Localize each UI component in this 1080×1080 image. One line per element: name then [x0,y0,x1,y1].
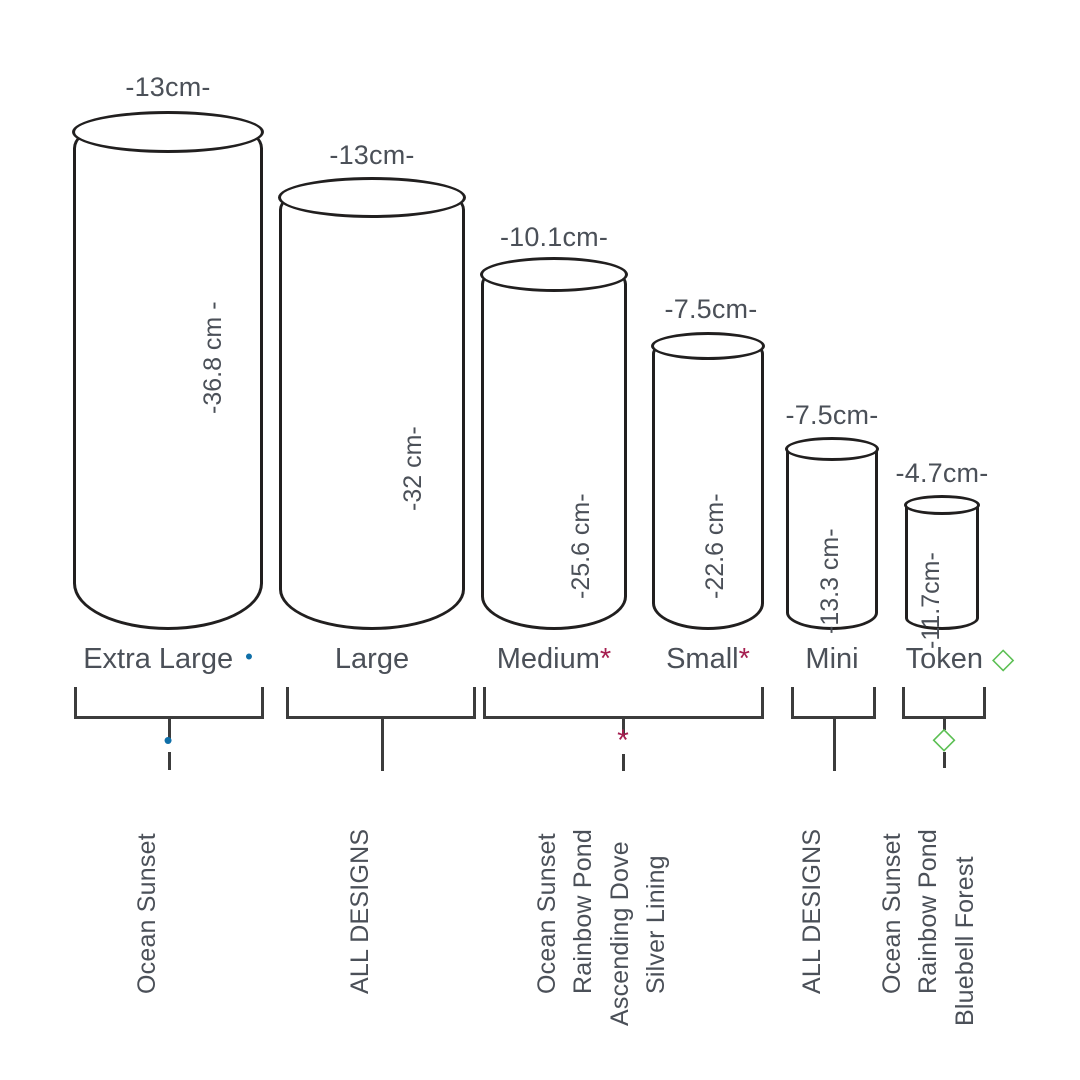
design-name-token-rainbow-pond: Rainbow Pond [914,828,942,994]
group-bracket-medium-small [483,687,764,719]
design-name-token-bluebell-forest: Bluebell Forest [951,856,979,1026]
diameter-label-mini: -7.5cm- [785,400,879,430]
height-label-large: -32 cm- [399,426,427,511]
size-name-label: Mini [805,643,859,675]
group-stem-extra-large [168,719,171,740]
cylinder-lid [480,257,628,292]
group-bracket-token [902,687,986,719]
size-name-label: Small [666,643,739,675]
group-bracket-mini [791,687,876,719]
height-label-medium: -25.6 cm- [567,493,595,599]
design-name-med-ascending-dove: Ascending Dove [606,841,634,1026]
cylinder-extra-large [72,111,264,630]
design-name-token-ocean-sunset: Ocean Sunset [878,833,906,994]
cylinder-body [786,438,878,630]
design-name-med-ocean-sunset: Ocean Sunset [533,833,561,994]
group-bracket-large [286,687,476,719]
cylinder-mini [785,437,879,630]
size-name-label: Token [905,643,984,675]
group-stem-mini [833,719,836,771]
group-stem-medium-small-lower [622,754,625,771]
cylinder-body [481,258,627,630]
cylinder-lid [651,332,765,360]
cylinder-small [651,332,765,630]
diameter-label-token: -4.7cm- [895,458,989,488]
size-name-large: Large [279,643,465,676]
design-name-med-silver-lining: Silver Lining [642,855,670,994]
diameter-label-large: -13cm- [329,140,415,170]
size-marker-asterisk-icon: * [599,643,612,675]
group-marker-asterisk-icon: * [617,724,629,757]
cylinder-large [278,177,466,630]
size-marker-dot-icon: • [245,644,253,669]
group-stem-token-lower [943,752,946,768]
height-label-small: -22.6 cm- [701,493,729,599]
group-marker-dot-icon: • [163,725,173,755]
cylinder-lid [72,111,264,153]
size-name-label: Large [334,643,410,675]
size-marker-asterisk-icon: * [738,643,750,675]
diameter-label-small: -7.5cm- [664,294,758,324]
group-marker-diamond-icon: ◇ [932,722,956,755]
cylinder-lid [785,437,879,461]
cylinder-body [905,496,979,630]
height-label-extra-large: -36.8 cm - [199,301,227,414]
cylinder-body [279,178,465,630]
size-name-extra-large: Extra Large • [62,643,274,676]
size-name-mini: Mini [784,643,880,676]
height-label-mini: -13.3 cm- [816,528,844,634]
size-name-small: Small* [648,643,768,676]
size-name-medium: Medium* [478,643,630,676]
size-name-label: Medium [496,643,600,675]
cylinder-lid [278,177,466,218]
cylinder-body [652,333,764,630]
size-marker-diamond-icon: ◇ [992,643,1015,675]
group-stem-medium-small [622,719,625,736]
cylinder-body [73,112,263,630]
group-stem-extra-large-lower [168,752,171,770]
design-name-med-rainbow-pond: Rainbow Pond [569,828,597,994]
diameter-label-medium: -10.1cm- [499,222,609,252]
cylinder-medium [480,257,628,630]
height-label-token: -11.7cm- [917,552,945,649]
design-name-large-all-designs: ALL DESIGNS [346,828,374,994]
diameter-label-extra-large: -13cm- [125,72,211,102]
size-name-label: Extra Large [83,643,234,675]
design-name-xl-ocean-sunset: Ocean Sunset [133,833,161,994]
group-bracket-extra-large [74,687,264,719]
size-name-token: Token ◇ [894,643,1026,676]
design-name-mini-all-designs: ALL DESIGNS [798,828,826,994]
group-stem-token [943,719,946,730]
cylinder-token [904,495,980,630]
cylinder-lid [904,495,980,515]
group-stem-large [381,719,384,771]
